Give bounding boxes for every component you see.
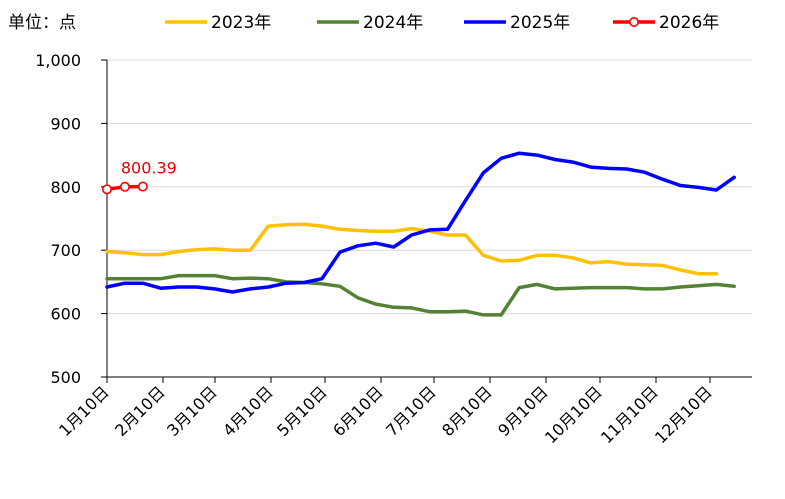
series-layer [102,151,736,317]
annotation-layer: 800.39 [121,159,177,178]
legend-marker [628,16,639,27]
y-tick-label: 700 [50,241,81,260]
x-tick-label: 7月10日 [382,382,440,440]
x-tick-label: 8月10日 [438,382,496,440]
x-tick-label: 6月10日 [329,382,387,440]
x-tick-label: 3月10日 [163,382,221,440]
x-tick-label: 4月10日 [219,382,277,440]
series-line [105,273,736,317]
y-tick-label: 600 [50,305,81,324]
x-tick-label: 12月10日 [651,382,716,447]
y-tick-label: 800 [50,178,81,197]
legend-label: 2026年 [659,13,719,33]
y-tick-label: 1,000 [35,51,81,70]
series-line [105,222,719,276]
unit-label: 单位：点 [8,13,76,33]
y-axis: 1,000 900 800 700 600 500 [35,51,108,387]
legend-label: 2024年 [363,13,423,33]
x-tick-label: 11月10日 [597,382,662,447]
data-label: 800.39 [121,159,177,178]
y-tick-label: 500 [50,368,81,387]
legend-label: 2025年 [510,13,570,33]
legend: 2023年 2024年 2025年 2026年 [165,13,719,33]
x-tick-label: 10月10日 [541,382,606,447]
x-tick-label: 1月10日 [55,382,113,440]
y-tick-label: 900 [50,114,81,133]
series-line [105,151,736,294]
legend-label: 2023年 [211,13,271,33]
x-tick-label: 2月10日 [111,382,169,440]
series-point [102,184,113,195]
x-tick-label: 5月10日 [273,382,331,440]
x-axis: 1月10日2月10日3月10日4月10日5月10日6月10日7月10日8月10日… [55,376,752,447]
gridlines [107,59,752,315]
series-point [137,181,148,192]
series-point [119,181,130,192]
